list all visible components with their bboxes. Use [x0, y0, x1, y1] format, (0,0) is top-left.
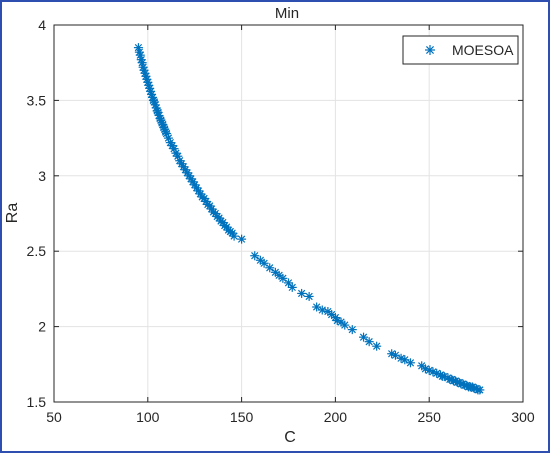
x-tick-label: 50: [46, 409, 62, 425]
data-point: [405, 358, 415, 368]
data-point: [372, 341, 382, 351]
data-point: [140, 68, 150, 78]
data-point: [250, 251, 260, 261]
data-point: [229, 231, 239, 241]
data-point: [420, 364, 430, 374]
data-point: [475, 385, 485, 395]
data-point: [359, 332, 369, 342]
data-point: [304, 291, 314, 301]
data-point: [317, 305, 327, 315]
legend-label: MOESOA: [452, 42, 514, 58]
legend-marker-symbol: [425, 45, 435, 55]
data-point: [278, 273, 288, 283]
data-point: [255, 255, 265, 265]
x-tick-label: 150: [230, 409, 254, 425]
y-tick-label: 3: [38, 168, 46, 184]
y-tick-label: 3.5: [27, 92, 47, 108]
data-point: [265, 263, 275, 273]
data-point: [340, 320, 350, 330]
data-point: [287, 282, 297, 292]
data-point: [347, 325, 357, 335]
data-points: [133, 43, 485, 395]
y-axis-label: Ra: [4, 203, 21, 224]
legend-box: [402, 35, 519, 65]
legend: MOESOA: [402, 35, 519, 65]
x-axis-label: C: [284, 429, 296, 446]
y-tick-label: 2: [38, 319, 46, 335]
legend-marker-icon: [425, 45, 435, 55]
data-point: [160, 124, 170, 134]
y-tick-label: 4: [38, 17, 46, 33]
data-point: [364, 337, 374, 347]
data-point: [237, 234, 247, 244]
chart-title: Min: [275, 5, 299, 22]
data-point: [396, 353, 406, 363]
x-tick-label: 300: [511, 409, 535, 425]
y-tick-label: 2.5: [27, 243, 47, 259]
axes-box: [53, 24, 524, 403]
plot-area: [54, 25, 523, 402]
x-axis-ticks: 50 100 150 200 250 300: [46, 25, 535, 425]
x-tick-label: 200: [324, 409, 348, 425]
data-point: [259, 258, 269, 268]
data-point: [428, 367, 438, 377]
data-point: [312, 302, 322, 312]
x-tick-label: 250: [418, 409, 442, 425]
x-tick-label: 100: [136, 409, 160, 425]
data-point: [332, 316, 342, 326]
y-tick-label: 1.5: [27, 394, 47, 410]
data-point: [387, 349, 397, 359]
data-point: [274, 270, 284, 280]
data-point: [297, 288, 307, 298]
y-axis-ticks: 1.5 2 2.5 3 3.5 4: [27, 17, 523, 410]
data-point: [284, 278, 293, 288]
